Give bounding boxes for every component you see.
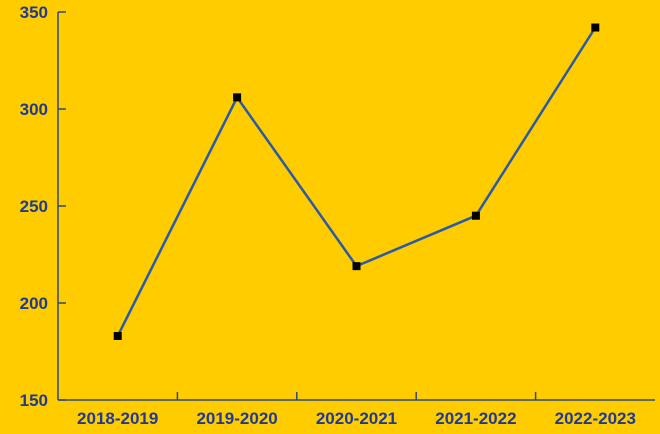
x-tick-label: 2021-2022 xyxy=(435,409,516,428)
x-tick-label: 2018-2019 xyxy=(77,409,158,428)
data-point-marker xyxy=(591,23,600,32)
series-line xyxy=(116,26,597,337)
data-point-marker xyxy=(352,262,361,271)
x-tick-label: 2022-2023 xyxy=(555,409,636,428)
x-tick-label: 2019-2020 xyxy=(196,409,277,428)
x-tick-label: 2020-2021 xyxy=(316,409,397,428)
axes xyxy=(57,12,655,401)
y-tick-label: 150 xyxy=(20,391,48,410)
data-point-marker xyxy=(471,211,480,220)
data-point-marker xyxy=(113,331,122,340)
y-tick-label: 200 xyxy=(20,294,48,313)
data-markers xyxy=(113,23,600,340)
y-axis-ticks: 150 200 250 300 350 xyxy=(20,3,66,410)
y-tick-label: 250 xyxy=(20,197,48,216)
y-tick-label: 350 xyxy=(20,3,48,22)
y-tick-label: 300 xyxy=(20,100,48,119)
x-axis-ticks: 2018-2019 2019-2020 2020-2021 2021-2022 2022… xyxy=(77,392,636,428)
data-point-marker xyxy=(233,93,242,102)
series-lines xyxy=(116,26,597,337)
